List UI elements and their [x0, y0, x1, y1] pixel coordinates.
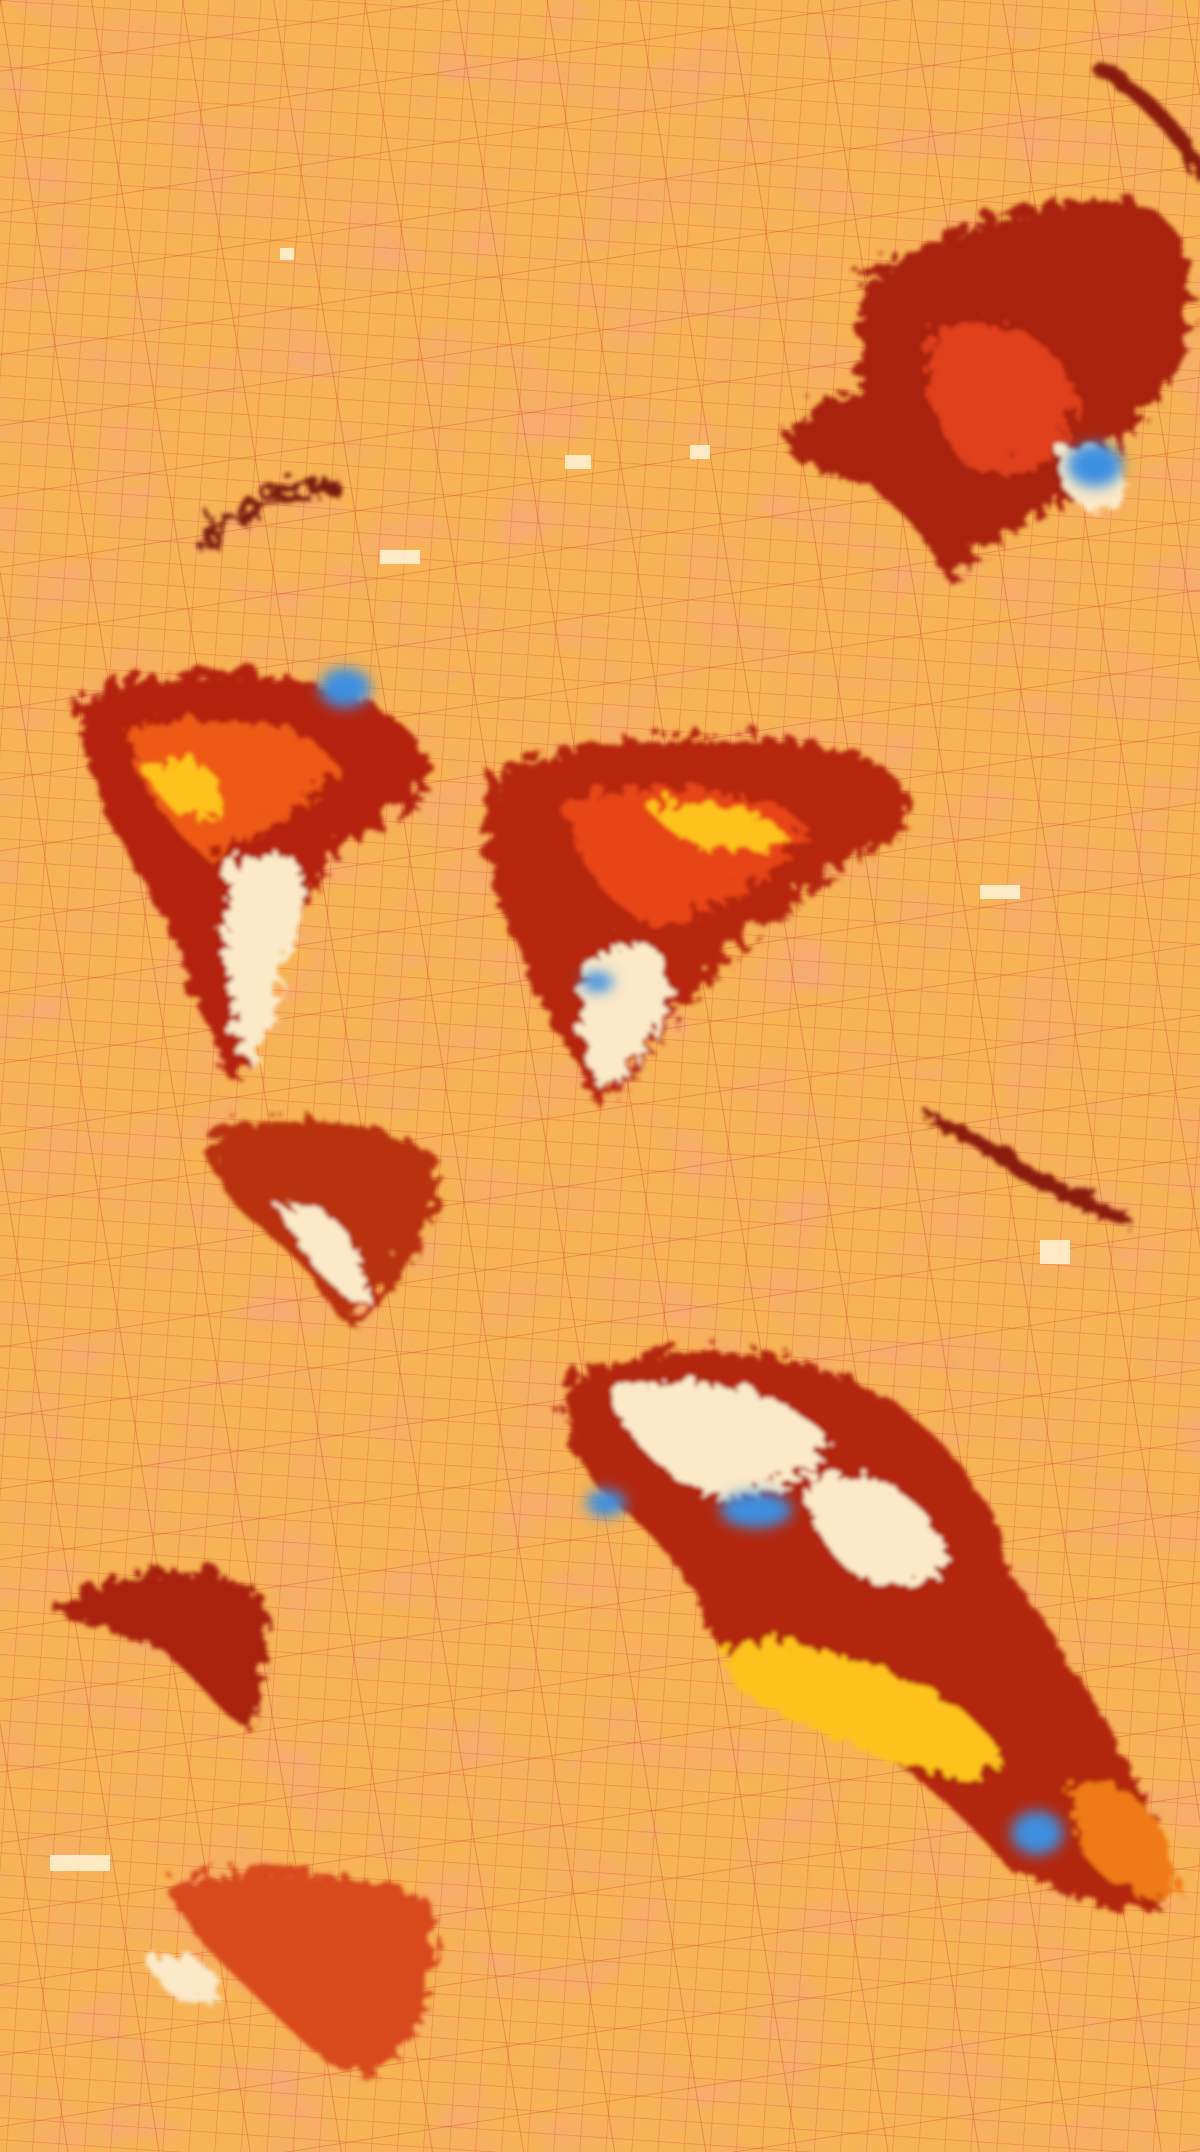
region-warm: [640, 796, 780, 843]
region-hot: [120, 710, 330, 850]
spot: [980, 885, 1020, 899]
ridge: [917, 1102, 1122, 1218]
region-hot: [1060, 1774, 1170, 1888]
region-pale: [140, 1947, 212, 1994]
bright-spots: [50, 248, 1070, 1871]
ridge: [1086, 52, 1200, 174]
spot: [1040, 1240, 1070, 1264]
region-pale: [270, 1198, 360, 1292]
region-warm: [716, 1634, 989, 1770]
water: [319, 443, 1123, 1855]
ridge: [185, 468, 331, 545]
spot: [50, 1855, 110, 1871]
region-warm: [140, 752, 212, 808]
region-hot: [160, 1861, 428, 2066]
lake: [319, 668, 371, 708]
region-hot: [919, 313, 1070, 464]
region-dark: [40, 1562, 259, 1720]
region-pale: [571, 933, 662, 1080]
region-pale: [216, 842, 292, 1060]
lake: [1011, 1811, 1063, 1855]
lake: [581, 972, 613, 992]
region-pale: [798, 1464, 940, 1578]
lake: [720, 1492, 792, 1528]
lake: [586, 1489, 626, 1517]
spot: [380, 550, 420, 564]
lake: [1067, 443, 1123, 487]
spot: [565, 455, 591, 469]
spot: [280, 248, 294, 260]
spot: [690, 445, 710, 459]
region-pale: [600, 1372, 820, 1488]
landmasses: [40, 52, 1200, 2066]
